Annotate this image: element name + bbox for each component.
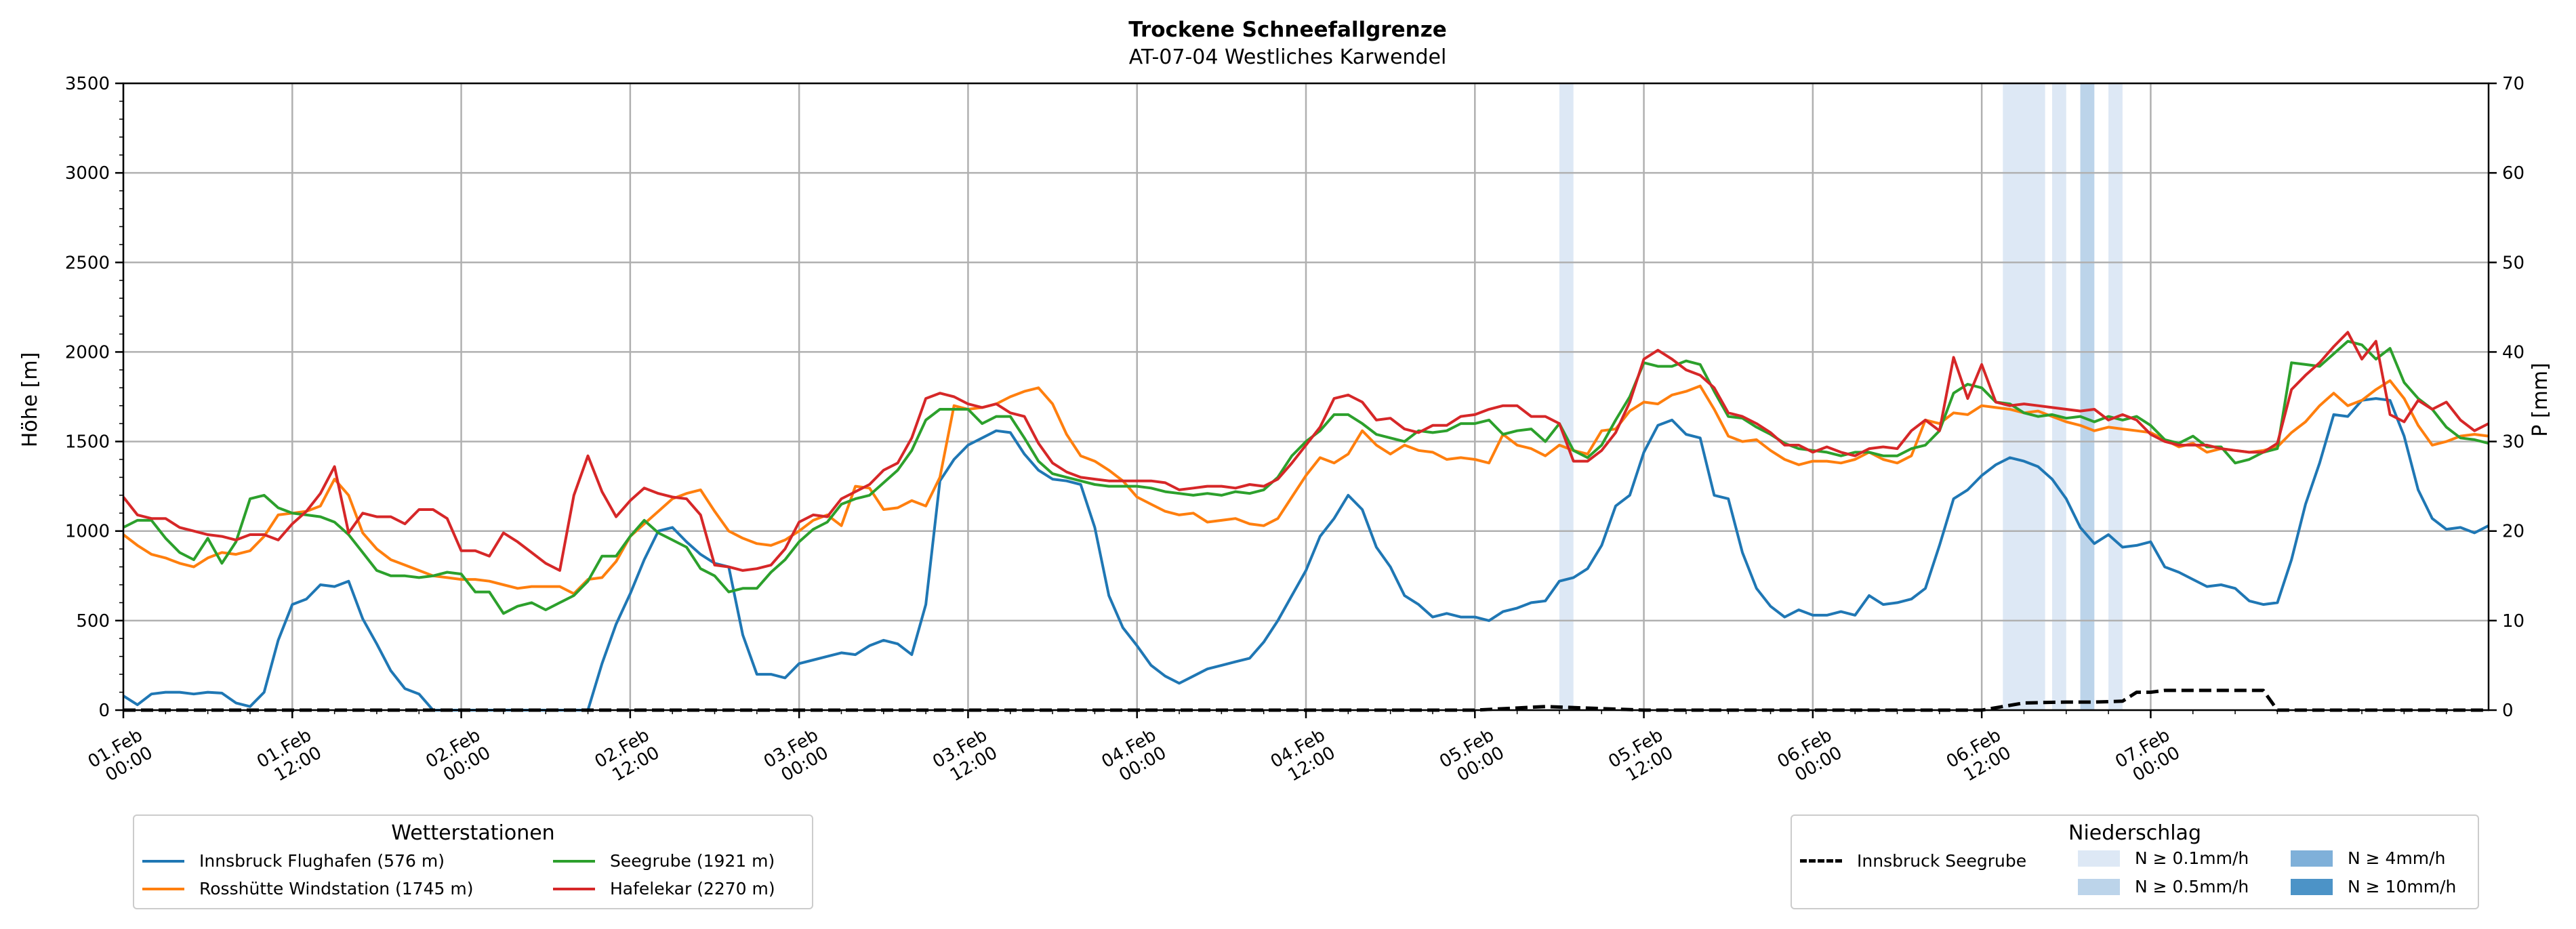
- legend-swatch: [2291, 850, 2333, 867]
- precip-band: [1559, 83, 1574, 710]
- legend-swatch: [553, 859, 595, 863]
- legend-swatch: [2291, 878, 2333, 895]
- legend-item-precip-0-1: N ≥ 0.1mm/h: [2078, 848, 2249, 868]
- legend-label: N ≥ 10mm/h: [2348, 877, 2457, 896]
- legend-stations-title: Wetterstationen: [391, 821, 555, 845]
- y-right-tick-label: 20: [2502, 522, 2524, 542]
- legend-label: Seegrube (1921 m): [610, 851, 775, 871]
- precip-band: [2108, 83, 2123, 710]
- x-tick-label: 01.Feb00:00: [85, 725, 157, 790]
- legend-label: N ≥ 0.5mm/h: [2135, 877, 2249, 896]
- chart-title: Trockene Schneefallgrenze: [1128, 18, 1447, 42]
- legend-item-seegrube: Seegrube (1921 m): [553, 851, 775, 871]
- legend-item-hafelekar: Hafelekar (2270 m): [553, 879, 775, 899]
- legend-item-innsbruck-flughafen: Innsbruck Flughafen (576 m): [142, 851, 445, 871]
- x-tick-label: 06.Feb12:00: [1943, 725, 2015, 790]
- y-tick-label: 3500: [65, 74, 110, 94]
- y-right-tick-label: 70: [2502, 74, 2524, 94]
- series-line: [123, 339, 2489, 615]
- legend-swatch: [142, 859, 184, 863]
- legend-label: Hafelekar (2270 m): [610, 879, 775, 899]
- legend-item-precip-10: N ≥ 10mm/h: [2291, 877, 2456, 896]
- x-tick-label: 03.Feb00:00: [760, 725, 832, 790]
- legend-label: N ≥ 4mm/h: [2348, 848, 2446, 868]
- y-axis-label: Höhe [m]: [18, 352, 42, 448]
- x-tick-label: 01.Feb12:00: [253, 725, 325, 790]
- y-right-tick-label: 30: [2502, 432, 2524, 453]
- x-tick-label: 03.Feb12:00: [929, 725, 1001, 790]
- precip-band: [2003, 83, 2045, 710]
- legend-label: Innsbruck Seegrube: [1857, 851, 2027, 871]
- precip-band: [2080, 83, 2095, 710]
- precip-bands: [1559, 83, 2123, 710]
- legend-swatch: [553, 887, 595, 890]
- legend-item-innsbruck-seegrube: Innsbruck Seegrube: [1800, 851, 2026, 871]
- x-tick-label: 05.Feb00:00: [1436, 725, 1508, 790]
- legend-stations: Wetterstationen Innsbruck Flughafen (576…: [133, 814, 813, 909]
- y-tick-label: 2500: [65, 253, 110, 273]
- x-tick-label: 04.Feb00:00: [1099, 725, 1170, 790]
- legend-item-precip-4: N ≥ 4mm/h: [2291, 848, 2445, 868]
- x-tick-label: 02.Feb00:00: [422, 725, 494, 790]
- y-axis-right-label: P [mm]: [2529, 363, 2552, 436]
- y-right-tick-label: 10: [2502, 611, 2524, 632]
- legend-precip-title: Niederschlag: [2068, 821, 2201, 845]
- y-tick-label: 0: [98, 701, 110, 721]
- y-tick-label: 3000: [65, 163, 110, 184]
- legend-label: Rosshütte Windstation (1745 m): [199, 879, 474, 899]
- legend-swatch: [142, 887, 184, 890]
- legend-swatch: [2078, 878, 2120, 895]
- x-tick-label: 05.Feb12:00: [1605, 725, 1677, 790]
- x-tick-label: 07.Feb00:00: [2112, 725, 2184, 790]
- y-tick-label: 1000: [65, 522, 110, 542]
- legend-precip: Niederschlag Innsbruck Seegrube N ≥ 0.1m…: [1791, 814, 2479, 909]
- y-right-tick-label: 0: [2502, 701, 2514, 721]
- legend-item-rosshuette: Rosshütte Windstation (1745 m): [142, 879, 473, 899]
- chart-subtitle: AT-07-04 Westliches Karwendel: [1129, 45, 1447, 69]
- precip-band: [2052, 83, 2066, 710]
- legend-swatch-dashed: [1800, 859, 1842, 863]
- x-tick-label: 04.Feb12:00: [1267, 725, 1339, 790]
- legend-label: Innsbruck Flughafen (576 m): [199, 851, 445, 871]
- y-right-tick-label: 60: [2502, 163, 2524, 184]
- y-tick-label: 2000: [65, 342, 110, 363]
- y-tick-label: 1500: [65, 432, 110, 453]
- series-line: [123, 688, 2489, 712]
- y-right-tick-label: 50: [2502, 253, 2524, 273]
- x-tick-label: 06.Feb00:00: [1774, 725, 1846, 790]
- y-right-tick-label: 40: [2502, 342, 2524, 363]
- y-tick-label: 500: [76, 611, 110, 632]
- legend-label: N ≥ 0.1mm/h: [2135, 848, 2249, 868]
- series-line: [122, 379, 2489, 596]
- legend-swatch: [2078, 850, 2120, 867]
- series-line: [122, 331, 2489, 572]
- x-tick-label: 02.Feb12:00: [592, 725, 663, 790]
- legend-item-precip-0-5: N ≥ 0.5mm/h: [2078, 877, 2249, 896]
- grid: [122, 82, 2489, 711]
